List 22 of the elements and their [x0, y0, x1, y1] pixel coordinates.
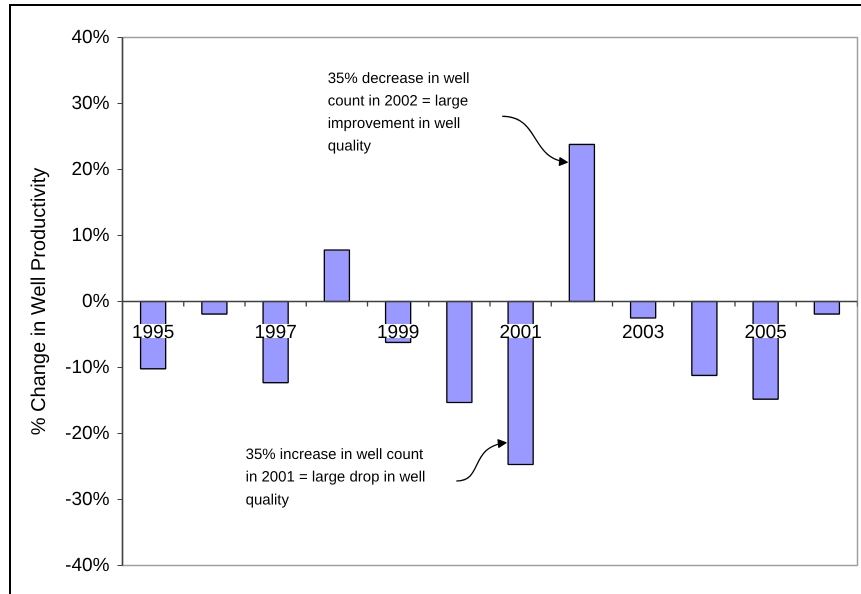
- x-tick-label: 1997: [254, 322, 297, 343]
- y-tick-label: 20%: [71, 159, 110, 180]
- x-tick-label: 2003: [622, 322, 664, 343]
- y-tick-label: -10%: [65, 357, 110, 378]
- bar: [324, 249, 350, 302]
- x-tick-label: 2005: [744, 322, 787, 343]
- bar: [630, 300, 656, 319]
- y-tick-label: -30%: [65, 489, 110, 510]
- y-tick-label: 10%: [71, 225, 110, 246]
- y-tick-label: 0%: [82, 291, 110, 312]
- y-tick-label: 40%: [71, 27, 110, 48]
- y-tick-label: -20%: [65, 423, 110, 444]
- x-tick-label: 1999: [376, 322, 420, 343]
- annotation: 35% increase in well count in 2001 = large drop in well quality: [246, 446, 426, 508]
- x-tick-label: 2001: [499, 322, 542, 343]
- bar: [446, 300, 473, 404]
- annotation: 35% decrease in well count in 2002 = large improvement in well quality: [328, 70, 470, 155]
- y-axis-title: % Change in Well Productivity: [28, 168, 50, 436]
- y-tick-label: -40%: [65, 555, 110, 576]
- bar: [691, 300, 718, 376]
- x-tick-label: 1995: [132, 322, 174, 343]
- y-tick-label: 30%: [71, 93, 110, 114]
